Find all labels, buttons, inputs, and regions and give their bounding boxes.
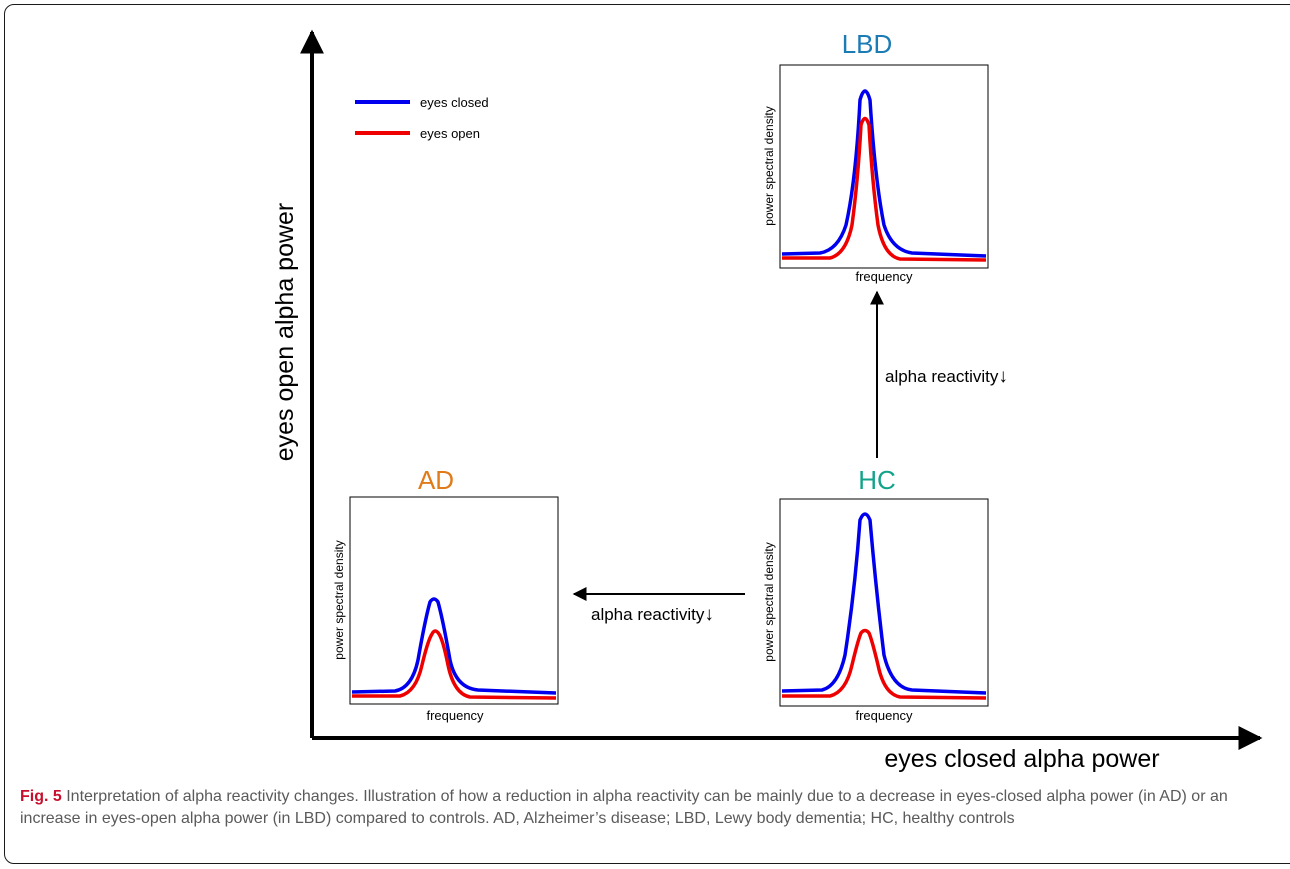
- panel-ad-ylabel: power spectral density: [332, 540, 346, 659]
- panel-ad-title: AD: [418, 465, 454, 495]
- x-axis-label: eyes closed alpha power: [884, 745, 1159, 773]
- panel-lbd-xlabel: frequency: [855, 269, 913, 284]
- panel-hc-title: HC: [858, 465, 896, 495]
- legend-label-eyes-closed: eyes closed: [420, 95, 489, 110]
- figure-frame: [4, 4, 1290, 864]
- panel-hc-ylabel: power spectral density: [762, 542, 776, 661]
- panel-hc-eyes-closed-curve: [781, 512, 987, 695]
- panel-hc-xlabel: frequency: [855, 708, 913, 723]
- arrow-horizontal-label: alpha reactivity↓: [591, 604, 714, 625]
- panel-hc: HC frequency power spectral density: [762, 465, 989, 723]
- panel-hc-box: [779, 498, 989, 707]
- arrow-horizontal-text: alpha reactivity: [591, 605, 705, 624]
- arrow-horizontal-down-icon: ↓: [704, 604, 714, 625]
- panel-hc-eyes-open-curve: [782, 628, 987, 700]
- arrow-vertical-text: alpha reactivity: [885, 367, 999, 386]
- panel-lbd-title: LBD: [842, 29, 893, 59]
- panel-ad-eyes-closed-curve: [351, 597, 557, 695]
- figure-diagram: eyes open alpha power eyes closed alpha …: [271, 29, 1263, 773]
- arrow-vertical-down-icon: ↓: [998, 366, 1008, 387]
- panel-ad-eyes-open-curve: [352, 629, 557, 700]
- caption-label: Fig. 5: [20, 788, 62, 805]
- caption-text: Interpretation of alpha reactivity chang…: [20, 788, 1228, 827]
- legend: eyes closed eyes open: [355, 95, 489, 141]
- panel-lbd-box: [779, 64, 989, 269]
- panel-lbd-eyes-open-curve: [782, 116, 987, 262]
- panel-lbd-ylabel: power spectral density: [762, 106, 776, 225]
- panel-lbd-eyes-closed-curve: [781, 89, 987, 258]
- y-axis-label: eyes open alpha power: [271, 203, 299, 462]
- panel-ad-xlabel: frequency: [426, 708, 484, 723]
- panel-lbd: LBD frequency power spectral density: [762, 29, 989, 284]
- legend-label-eyes-open: eyes open: [420, 126, 480, 141]
- panel-ad: AD frequency power spectral density: [332, 465, 559, 723]
- arrow-vertical-label: alpha reactivity↓: [885, 366, 1008, 387]
- figure-caption: Fig. 5 Interpretation of alpha reactivit…: [20, 786, 1275, 830]
